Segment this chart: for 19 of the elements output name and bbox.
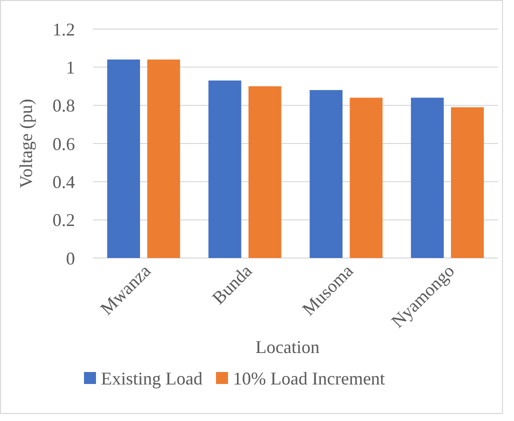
bar <box>410 98 444 258</box>
bar <box>107 60 140 258</box>
bar <box>208 80 242 258</box>
y-tick-label: 1.2 <box>52 19 75 40</box>
y-tick-label: 0.4 <box>52 172 75 192</box>
x-axis-title: Location <box>256 337 320 357</box>
y-tick-label: 0.2 <box>52 210 75 230</box>
bar <box>147 60 180 258</box>
bar <box>450 107 484 258</box>
y-tick-label: 0.8 <box>52 96 75 116</box>
legend-label: Existing Load <box>101 368 202 388</box>
bar <box>350 98 383 258</box>
y-axis-title: Voltage (pu) <box>16 98 36 188</box>
y-tick-label: 1 <box>66 57 75 78</box>
bar <box>248 86 282 258</box>
legend-label: 10% Load Increment <box>233 368 385 388</box>
y-tick-label: 0.6 <box>52 134 75 154</box>
y-tick-label: 0 <box>66 248 75 268</box>
bar <box>310 90 343 258</box>
